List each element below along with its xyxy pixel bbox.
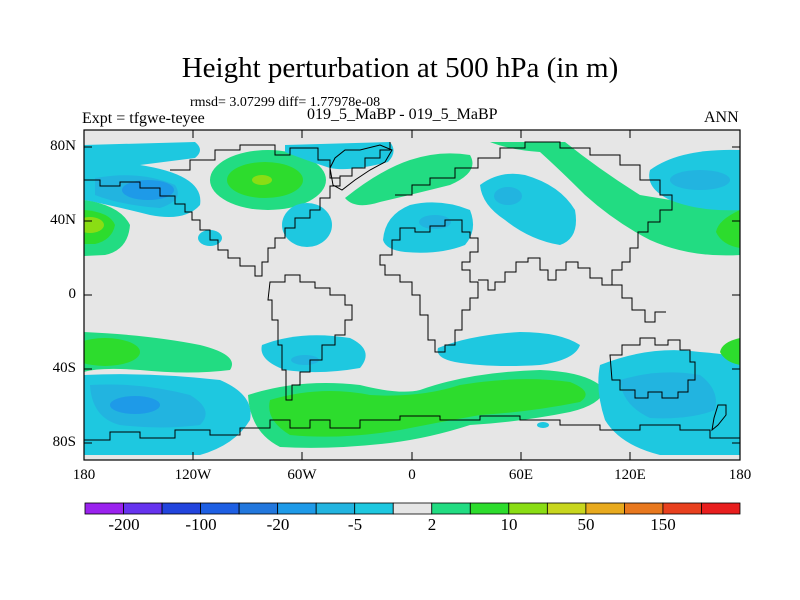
colorbar-swatch <box>277 502 317 515</box>
colorbar-swatch <box>469 502 510 515</box>
y-tick-label: 0 <box>68 286 77 302</box>
coastline-greenland <box>329 144 393 191</box>
coastline-north-america <box>84 142 391 277</box>
colorbar-swatch <box>123 502 163 515</box>
coastline-antarctica <box>84 415 740 441</box>
coastlines <box>84 141 740 441</box>
contour-south-pacific-core <box>84 338 140 366</box>
colorbar-label: 10 <box>500 515 518 534</box>
contour-north-america-peak <box>252 175 272 185</box>
colorbar-label: -200 <box>108 515 140 534</box>
colorbar-swatch <box>508 502 548 515</box>
coastline-south-america <box>267 274 353 401</box>
colorbar-swatch <box>546 502 587 515</box>
contour-europe-green <box>345 153 473 206</box>
tick-marks <box>84 130 740 460</box>
contour-australia-blue <box>620 372 716 419</box>
figure-title: Height perturbation at 500 hPa (in m) <box>181 52 619 84</box>
colorbar-swatch <box>701 502 741 515</box>
x-tick-label: 120W <box>174 467 212 483</box>
colorbar-swatch <box>315 502 356 515</box>
contour-asia-green <box>490 142 740 256</box>
contour-southern-ocean-core <box>269 379 586 437</box>
coastline-australia <box>609 337 696 399</box>
colorbar-swatch <box>200 502 240 515</box>
x-tick-label: 0 <box>408 467 416 483</box>
contour-east-edge-south-green <box>720 338 740 365</box>
colorbar-label: -20 <box>266 515 290 534</box>
y-tick-label: 40S <box>52 360 76 376</box>
y-tick-label: 80N <box>50 138 76 154</box>
colorbar-swatch <box>354 502 394 515</box>
coastline-europe-africa <box>379 219 479 353</box>
colorbar-label: -5 <box>347 515 363 534</box>
experiment-label: Expt = tfgwe-teyee <box>82 110 205 127</box>
coastline-eurasia <box>395 141 673 291</box>
coastline-new-zealand <box>711 404 727 432</box>
y-tick-label: 80S <box>52 434 76 450</box>
colorbar-swatch <box>662 502 702 515</box>
contour-siberia-blue <box>494 187 522 205</box>
contour-south-pacific-west-deep <box>110 396 160 414</box>
colorbar-swatch <box>84 502 124 515</box>
contour-tasman-cyan <box>537 422 549 428</box>
contour-north-pacific-east-blue <box>670 170 730 190</box>
colorbar-swatch <box>161 502 201 515</box>
colorbar <box>84 502 741 515</box>
colorbar-label: -100 <box>185 515 217 534</box>
x-tick-label: 120E <box>614 467 646 483</box>
contour-north-pacific-deep <box>122 180 174 200</box>
colorbar-swatch <box>238 502 279 515</box>
x-tick-label: 60E <box>508 467 534 483</box>
colorbar-label: 50 <box>577 515 595 534</box>
stats-line: rmsd= 3.07299 diff= 1.77978e-08 <box>190 95 381 110</box>
coastline-arctic-canada <box>170 144 340 179</box>
x-tick-label: 180 <box>728 467 752 483</box>
x-tick-label: 180 <box>72 467 96 483</box>
contour-south-america-cyan <box>261 335 366 373</box>
colorbar-swatch <box>585 502 625 515</box>
contour-west-atlantic-cyan <box>282 203 332 247</box>
colorbar-swatch <box>392 502 433 515</box>
colorbar-swatch <box>431 502 471 515</box>
contour-indian-ocean-cyan <box>437 332 580 366</box>
contour-eurasia-blue <box>419 215 451 229</box>
y-tick-label: 40N <box>50 212 76 228</box>
season-label: ANN <box>704 109 739 126</box>
contour-east-edge-green <box>716 210 740 248</box>
colorbar-label: 2 <box>427 515 437 534</box>
case-subtitle: 019_5_MaBP - 019_5_MaBP <box>307 106 498 123</box>
x-tick-label: 60W <box>287 467 317 483</box>
coastline-southeast-asia <box>612 284 666 323</box>
colorbar-label: 150 <box>650 515 676 534</box>
colorbar-swatch <box>624 502 664 515</box>
contour-west-edge-peak <box>84 217 104 233</box>
contour-south-america-blue <box>291 355 319 365</box>
